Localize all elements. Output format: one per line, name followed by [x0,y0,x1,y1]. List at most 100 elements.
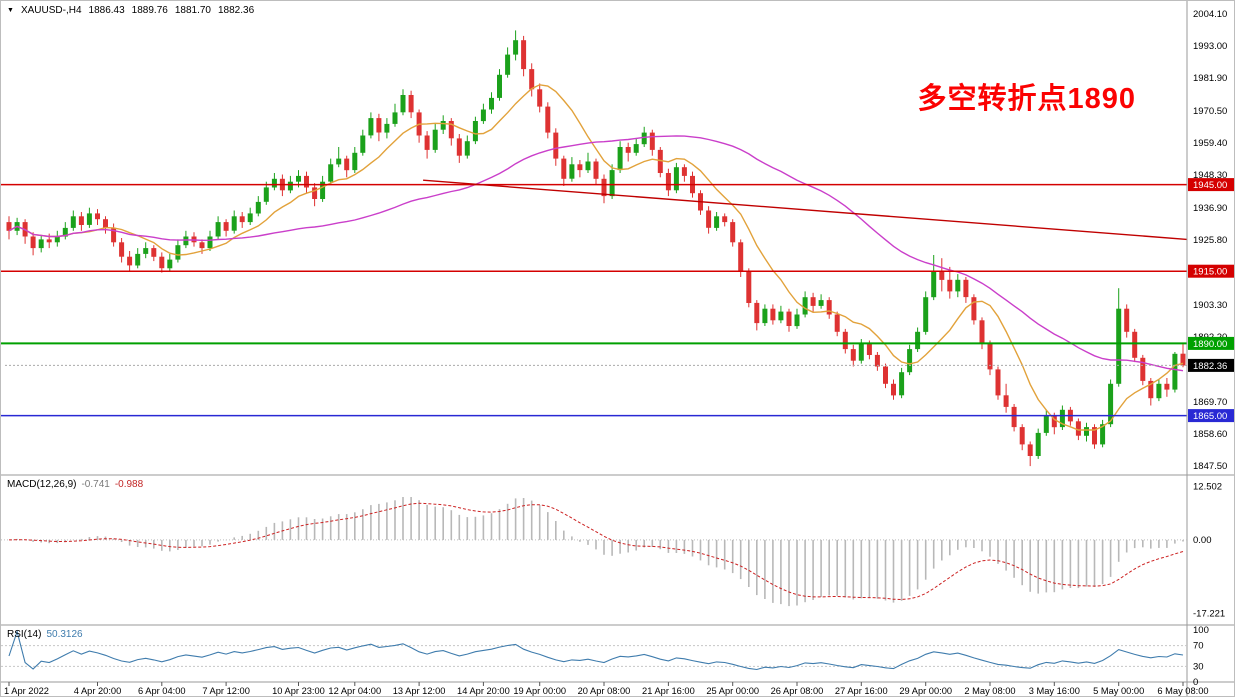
candle-body [360,135,366,153]
price-tick-label: 1981.90 [1193,73,1227,84]
time-tick-label: 5 May 00:00 [1093,686,1144,696]
candle-body [826,300,832,315]
candle-body [673,167,679,191]
time-tick-label: 27 Apr 16:00 [835,686,888,696]
candle-body [585,161,591,171]
candle-body [287,181,293,191]
candle-body [794,314,800,327]
ohlc-high-value: 1889.76 [131,5,168,16]
candle-body [1140,357,1146,381]
time-tick-label: 20 Apr 08:00 [578,686,631,696]
time-tick-label: 10 Apr 23:00 [272,686,325,696]
candle-body [352,152,358,171]
candle-body [995,369,1001,396]
price-badge-1890.00 [1188,336,1234,350]
time-tick-label: 3 May 16:00 [1029,686,1080,696]
candle-body [915,331,921,350]
candle-body [714,216,720,228]
candle-body [368,118,374,136]
candle-body [384,123,390,133]
candle-body [336,158,342,165]
candle-body [810,297,816,306]
candle-body [649,132,655,150]
macd-axis-label: -17.221 [1193,609,1225,620]
symbol-dropdown-icon[interactable]: ▼ [7,6,14,14]
candle-body [1164,383,1170,390]
candle-body [818,300,824,306]
time-tick-label: 12 Apr 04:00 [328,686,381,696]
ma-slow-line [8,135,1184,372]
candle-body [1092,427,1097,445]
candle-body [778,311,784,321]
candle-body [489,97,494,110]
price-tick-label: 1936.90 [1193,203,1227,214]
rsi-axis-label: 30 [1193,661,1204,672]
candle-body [312,187,318,199]
candle-body [601,178,607,197]
candle-body [505,54,511,75]
candle-body [866,343,872,355]
price-badge-text: 1865.00 [1193,411,1227,422]
candle-body [408,95,414,113]
candle-body [730,222,736,243]
candle-body [103,219,108,228]
price-badge-1865.00 [1188,409,1234,423]
candle-body [1011,406,1017,428]
candle-body [456,138,462,156]
macd-axis-label: 0.00 [1193,535,1212,546]
candle-body [207,236,213,249]
candle-body [834,314,840,332]
candle-body [344,158,350,171]
candle-body [802,297,808,315]
candle-body [1100,424,1106,445]
candle-body [850,349,856,361]
candle-body [561,158,567,179]
candle-body [665,173,671,191]
price-axis[interactable]: 2004.10 1993.00 1981.90 1970.50 1959.40 1948.… [1186,1,1235,697]
candle-body [472,121,478,142]
candle-body [1035,432,1041,456]
candle-body [1116,308,1122,384]
candle-body [6,222,12,231]
candle-body [255,201,261,214]
candle-body [1180,353,1186,366]
candle-body [593,161,599,179]
candle-body [1148,380,1154,399]
candle-body [1172,353,1178,390]
descending-trendline[interactable] [423,179,1188,241]
candle-body [955,279,961,292]
candle-body [86,213,92,225]
candle-body [400,95,406,113]
candle-body [883,366,888,384]
rsi-label-name: RSI(14) [7,629,42,640]
candle-body [947,279,953,292]
price-tick-label: 1847.50 [1193,461,1227,472]
candle-body [143,248,149,254]
price-badge-1882.36 [1188,358,1234,372]
candle-body [657,149,663,173]
candle-body [424,135,430,150]
price-tick-label: 1993.00 [1193,41,1227,52]
candle-body [931,271,937,298]
candle-body [159,256,165,269]
candle-body [239,216,245,223]
candle-body [70,216,76,228]
rsi-indicator-label: RSI(14) 50.3126 [7,629,83,640]
price-badge-text: 1890.00 [1193,339,1227,350]
time-tick-label: 2 May 08:00 [964,686,1015,696]
time-tick-label: 26 Apr 08:00 [771,686,824,696]
time-tick-label: 29 Apr 00:00 [899,686,952,696]
macd-layer: 12.502 0.00 -17.221 [1,481,1225,620]
candle-body [199,242,205,249]
time-tick-label: 6 May 08:00 [1157,686,1208,696]
candle-body [971,297,977,321]
candle-body [529,69,535,90]
candle-body [722,216,728,223]
time-axis[interactable]: 1 Apr 2022 4 Apr 20:00 6 Apr 04:00 7 Apr 12… [4,682,1209,696]
candle-body [521,40,527,70]
candle-body [497,74,502,98]
macd-signal-value: -0.988 [114,479,144,490]
macd-axis-label: 12.502 [1193,481,1222,492]
